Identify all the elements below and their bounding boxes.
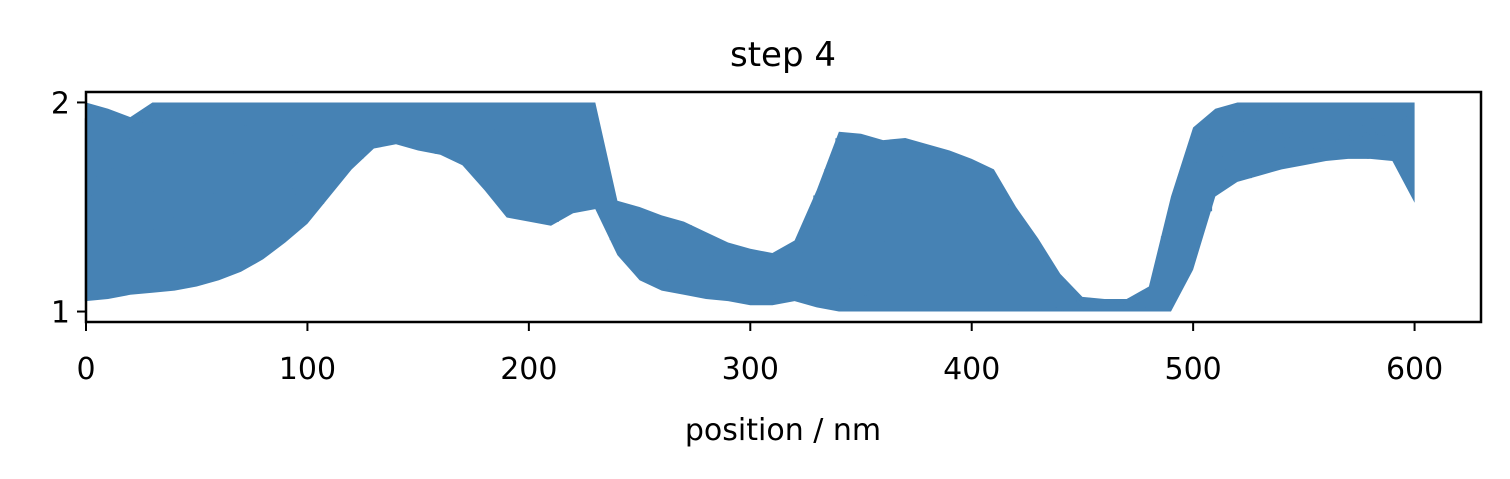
y-tick-label: 1 xyxy=(51,296,70,331)
plot-area xyxy=(84,102,1415,312)
x-tick-label: 0 xyxy=(76,352,95,387)
x-tick-label: 200 xyxy=(500,352,557,387)
x-tick-label: 600 xyxy=(1386,352,1443,387)
y-tick-label: 2 xyxy=(51,86,70,121)
ticks: 0 100 200 300 400 500 600 1 2 xyxy=(51,86,1443,387)
x-tick-label: 500 xyxy=(1165,352,1222,387)
x-tick-label: 100 xyxy=(279,352,336,387)
chart-title: step 4 xyxy=(730,35,836,75)
x-tick-label: 400 xyxy=(943,352,1000,387)
x-tick-label: 300 xyxy=(722,352,779,387)
x-axis-label: position / nm xyxy=(685,413,881,448)
axes-frame xyxy=(84,90,1483,324)
